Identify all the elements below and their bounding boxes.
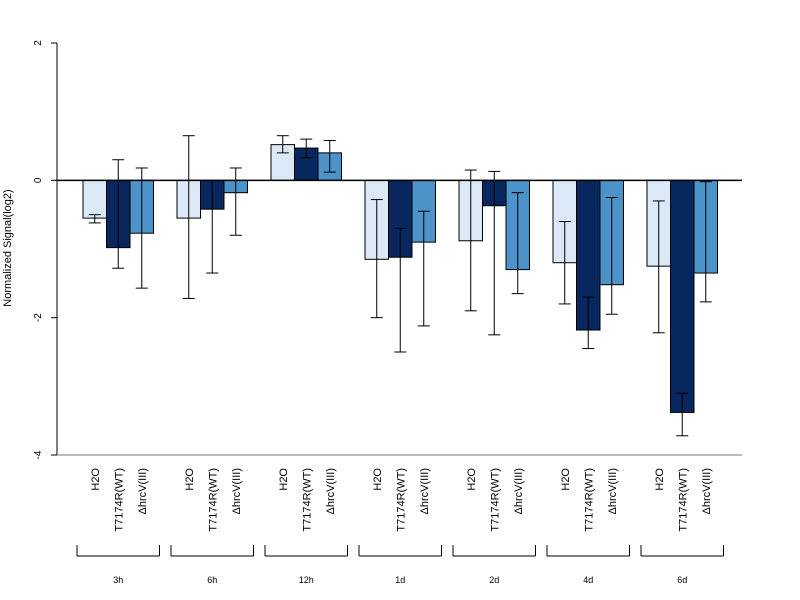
bar-3h-0	[82, 179, 107, 219]
y-tick-label: -2	[33, 313, 44, 322]
group-label: 6h	[207, 575, 217, 585]
y-tick-label: 2	[33, 40, 44, 46]
x-category-label: ΔhrcV(III)	[607, 468, 619, 514]
x-category-label: T7174R(WT)	[583, 468, 595, 532]
x-category-label: ΔhrcV(III)	[325, 468, 337, 514]
x-category-label: H2O	[278, 468, 290, 491]
error-bars-layer	[88, 135, 712, 437]
x-category-label: T7174R(WT)	[677, 468, 689, 532]
x-category-label: H2O	[654, 468, 666, 491]
group-label: 6d	[677, 575, 687, 585]
x-category-label: T7174R(WT)	[489, 468, 501, 532]
x-category-label: H2O	[560, 468, 572, 491]
x-category-label: H2O	[466, 468, 478, 491]
group-label: 4d	[583, 575, 593, 585]
y-tick-label: -4	[33, 450, 44, 459]
y-axis-label: Normalized Signal(log2)	[2, 189, 14, 306]
x-category-label: ΔhrcV(III)	[513, 468, 525, 514]
y-tick-label: 0	[33, 177, 44, 183]
group-label: 2d	[489, 575, 499, 585]
x-category-label: T7174R(WT)	[395, 468, 407, 532]
x-category-label: ΔhrcV(III)	[231, 468, 243, 514]
zero-line-layer	[57, 179, 742, 456]
group-brackets: 3h 6h 12h 1d 2d 4d 6d	[76, 545, 724, 585]
group-label: 3h	[113, 575, 123, 585]
x-category-label: H2O	[90, 468, 102, 491]
x-category-label: ΔhrcV(III)	[701, 468, 713, 514]
x-category-label: H2O	[184, 468, 196, 491]
bar-6d-1	[670, 179, 695, 413]
x-category-label: T7174R(WT)	[207, 468, 219, 532]
x-category-label: T7174R(WT)	[113, 468, 125, 532]
y-axis: 2 0 -2 -4	[33, 40, 58, 459]
x-category-label: ΔhrcV(III)	[419, 468, 431, 514]
x-category-label: T7174R(WT)	[301, 468, 313, 532]
x-category-label: ΔhrcV(III)	[137, 468, 149, 514]
x-labels: H2O T7174R(WT) ΔhrcV(III) H2O T7174R(WT) Δhrc…	[90, 468, 713, 532]
x-category-label: H2O	[372, 468, 384, 491]
group-label: 1d	[395, 575, 405, 585]
group-label: 12h	[299, 575, 314, 585]
